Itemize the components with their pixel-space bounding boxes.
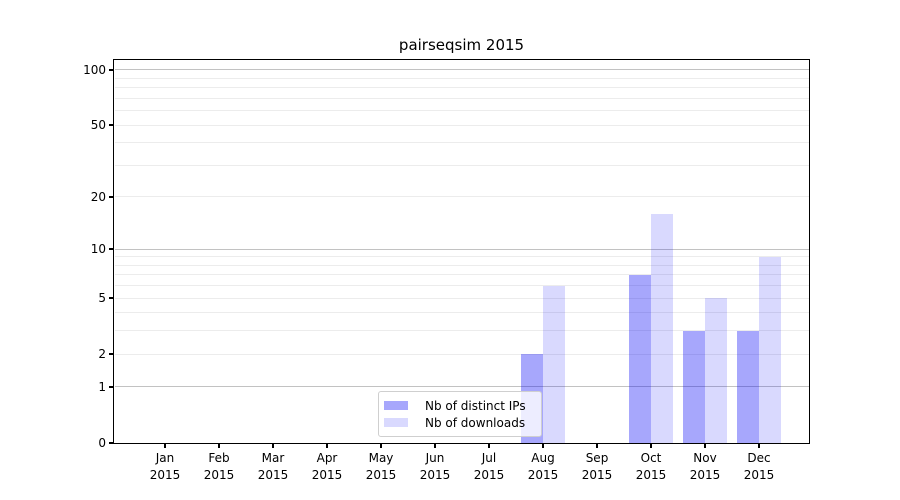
x-tick-month: Jul [481,451,497,465]
x-tick-mark-may [380,444,382,448]
x-tick-label-apr: Apr 2015 [300,450,354,483]
x-tick-month: Nov [693,451,717,465]
gridline-y-30 [114,164,809,166]
x-tick-label-jun: Jun 2015 [408,450,462,483]
x-tick-year: 2015 [365,467,397,482]
bar-distinct-ips-nov [683,330,705,443]
gridline-y-90 [114,77,809,79]
y-tick-label-1: 1 [98,379,106,394]
x-tick-year: 2015 [689,467,721,482]
x-tick-year: 2015 [527,467,559,482]
x-tick-mark-jun [434,444,436,448]
x-tick-month: Feb [208,451,230,465]
x-tick-year: 2015 [473,467,505,482]
y-tick-mark-5 [109,297,113,299]
x-tick-year: 2015 [635,467,667,482]
gridline-y-2 [114,353,809,355]
x-tick-year: 2015 [581,467,613,482]
x-tick-month: Dec [747,451,771,465]
x-tick-month: May [368,451,394,465]
legend-entry-distinct-ips: Nb of distinct IPs [384,397,533,414]
y-tick-mark-50 [109,124,113,126]
bar-distinct-ips-dec [737,330,759,443]
x-tick-label-jul: Jul 2015 [462,450,516,483]
x-tick-year: 2015 [311,467,343,482]
x-tick-mark-apr [326,444,328,448]
gridline-y-70 [114,97,809,99]
gridline-y-7 [114,274,809,276]
x-tick-label-jan: Jan 2015 [138,450,192,483]
y-tick-mark-100 [109,69,113,71]
x-tick-year: 2015 [149,467,181,482]
x-tick-mark-oct [650,444,652,448]
legend-entry-downloads: Nb of downloads [384,414,533,431]
chart-title: pairseqsim 2015 [398,36,525,54]
x-tick-mark-jul [488,444,490,448]
gridline-y-8 [114,264,809,266]
y-tick-label-5: 5 [98,291,106,306]
x-tick-year: 2015 [203,467,235,482]
y-tick-label-2: 2 [98,347,106,362]
x-tick-mark-dec [758,444,760,448]
bar-downloads-dec [759,256,781,443]
y-tick-label-0: 0 [98,436,106,450]
gridline-y-4 [114,312,809,314]
x-tick-label-sep: Sep 2015 [570,450,624,483]
gridline-y-100 [114,69,809,71]
x-tick-month: Sep [585,451,609,465]
bar-downloads-nov [705,298,727,443]
gridline-y-5 [114,297,809,299]
bar-downloads-aug [543,285,565,443]
x-tick-mark-mar [272,444,274,448]
y-tick-label-20: 20 [90,189,106,204]
x-tick-mark-nov [704,444,706,448]
x-tick-label-aug: Aug 2015 [516,450,570,483]
bar-downloads-oct [651,214,673,443]
x-tick-label-may: May 2015 [354,450,408,483]
x-tick-mark-feb [218,444,220,448]
x-tick-label-oct: Oct 2015 [624,450,678,483]
x-tick-mark-jan [164,444,166,448]
legend: Nb of distinct IPs Nb of downloads [378,391,542,437]
gridline-y-1 [114,386,809,388]
y-tick-mark-10 [109,248,113,250]
legend-swatch-downloads [384,417,408,428]
bar-distinct-ips-oct [629,274,651,443]
gridline-y-9 [114,256,809,258]
gridline-y-10 [114,248,809,250]
x-tick-year: 2015 [743,467,775,482]
x-tick-label-feb: Feb 2015 [192,450,246,483]
x-tick-month: Aug [531,451,555,465]
y-tick-mark-0 [109,442,113,444]
x-tick-year: 2015 [419,467,451,482]
x-tick-mark-aug [542,444,544,448]
x-tick-label-mar: Mar 2015 [246,450,300,483]
gridline-y-6 [114,285,809,287]
x-tick-month: Oct [640,451,662,465]
x-tick-label-dec: Dec 2015 [732,450,786,483]
gridline-y-60 [114,110,809,112]
gridline-y-40 [114,142,809,144]
legend-swatch-distinct-ips [384,400,408,411]
y-tick-mark-1 [109,386,113,388]
x-tick-month: Apr [316,451,338,465]
y-tick-mark-2 [109,353,113,355]
x-tick-month: Jan [155,451,175,465]
x-tick-year: 2015 [257,467,289,482]
x-tick-month: Mar [261,451,285,465]
y-tick-mark-20 [109,196,113,198]
legend-label-distinct-ips: Nb of distinct IPs [425,398,526,413]
gridline-y-80 [114,87,809,89]
x-tick-mark-sep [596,444,598,448]
gridline-y-20 [114,196,809,198]
y-tick-label-10: 10 [90,242,106,257]
y-tick-label-100: 100 [83,62,106,77]
x-tick-label-nov: Nov 2015 [678,450,732,483]
gridline-y-3 [114,330,809,332]
legend-label-downloads: Nb of downloads [425,415,526,430]
gridline-y-50 [114,124,809,126]
x-tick-month: Jun [425,451,445,465]
y-tick-label-50: 50 [90,118,106,133]
